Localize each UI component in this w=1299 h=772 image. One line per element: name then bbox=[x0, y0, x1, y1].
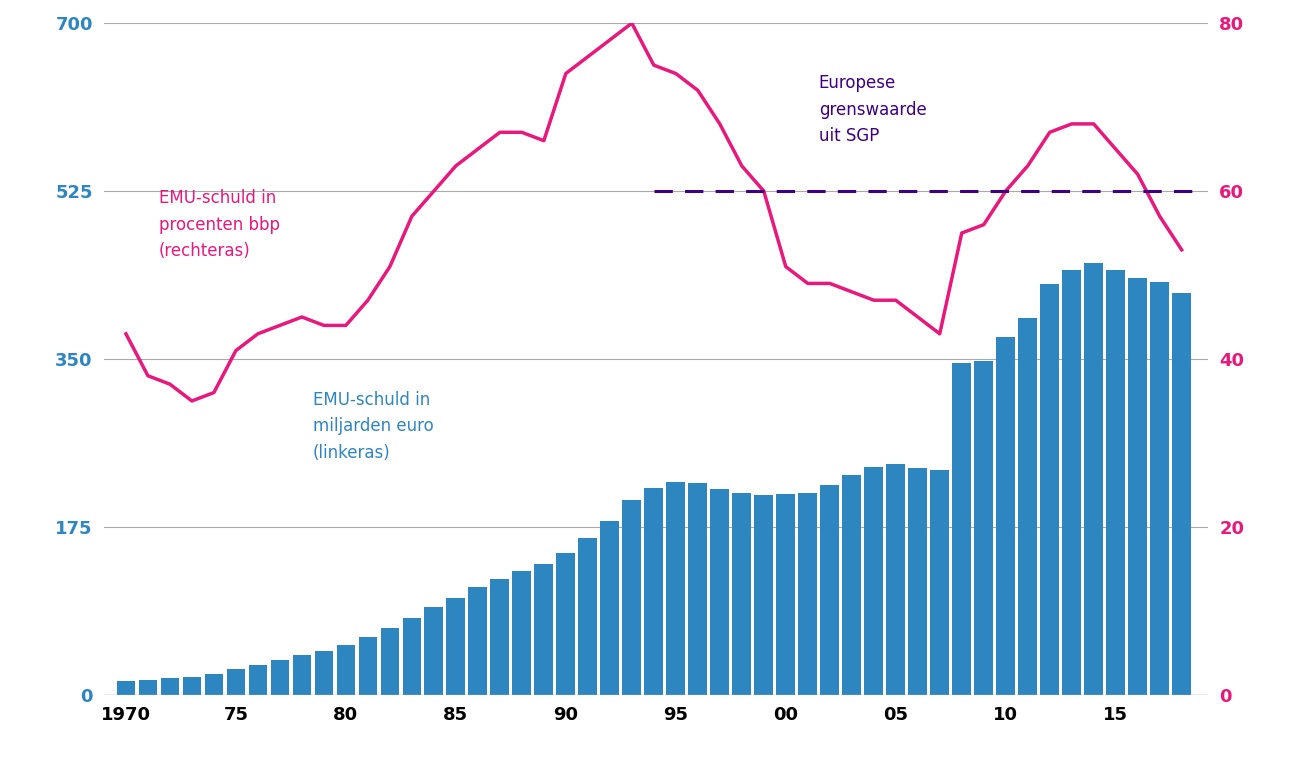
Bar bbox=[666, 482, 685, 695]
Bar bbox=[622, 500, 642, 695]
Bar bbox=[513, 571, 531, 695]
Bar bbox=[755, 495, 773, 695]
Bar bbox=[469, 587, 487, 695]
Bar bbox=[1018, 318, 1037, 695]
Bar bbox=[688, 482, 707, 695]
Bar bbox=[425, 608, 443, 695]
Bar bbox=[1107, 269, 1125, 695]
Bar bbox=[403, 618, 421, 695]
Bar bbox=[556, 553, 575, 695]
Bar bbox=[1063, 269, 1081, 695]
Bar bbox=[1085, 263, 1103, 695]
Text: Europese
grenswaarde
uit SGP: Europese grenswaarde uit SGP bbox=[818, 74, 926, 145]
Bar bbox=[314, 651, 334, 695]
Bar bbox=[578, 538, 598, 695]
Bar bbox=[930, 470, 950, 695]
Bar bbox=[974, 361, 992, 695]
Bar bbox=[359, 637, 377, 695]
Bar bbox=[777, 494, 795, 695]
Bar bbox=[447, 598, 465, 695]
Bar bbox=[886, 463, 905, 695]
Bar bbox=[381, 628, 399, 695]
Bar bbox=[821, 485, 839, 695]
Bar bbox=[534, 564, 553, 695]
Bar bbox=[117, 682, 135, 695]
Bar bbox=[711, 489, 729, 695]
Bar bbox=[248, 665, 268, 695]
Text: EMU-schuld in
procenten bbp
(rechteras): EMU-schuld in procenten bbp (rechteras) bbox=[158, 189, 279, 260]
Bar bbox=[1151, 283, 1169, 695]
Bar bbox=[226, 669, 246, 695]
Bar bbox=[292, 655, 312, 695]
Bar bbox=[843, 475, 861, 695]
Bar bbox=[270, 660, 290, 695]
Bar bbox=[644, 488, 664, 695]
Bar bbox=[864, 467, 883, 695]
Bar bbox=[183, 676, 201, 695]
Bar bbox=[204, 674, 223, 695]
Bar bbox=[161, 679, 179, 695]
Bar bbox=[996, 337, 1015, 695]
Text: EMU-schuld in
miljarden euro
(linkeras): EMU-schuld in miljarden euro (linkeras) bbox=[313, 391, 434, 462]
Bar bbox=[1040, 284, 1059, 695]
Bar bbox=[1172, 293, 1191, 695]
Bar bbox=[952, 363, 972, 695]
Bar bbox=[336, 645, 355, 695]
Bar bbox=[600, 521, 620, 695]
Bar bbox=[491, 579, 509, 695]
Bar bbox=[733, 493, 751, 695]
Bar bbox=[799, 493, 817, 695]
Bar bbox=[1129, 279, 1147, 695]
Bar bbox=[908, 469, 927, 695]
Bar bbox=[139, 680, 157, 695]
